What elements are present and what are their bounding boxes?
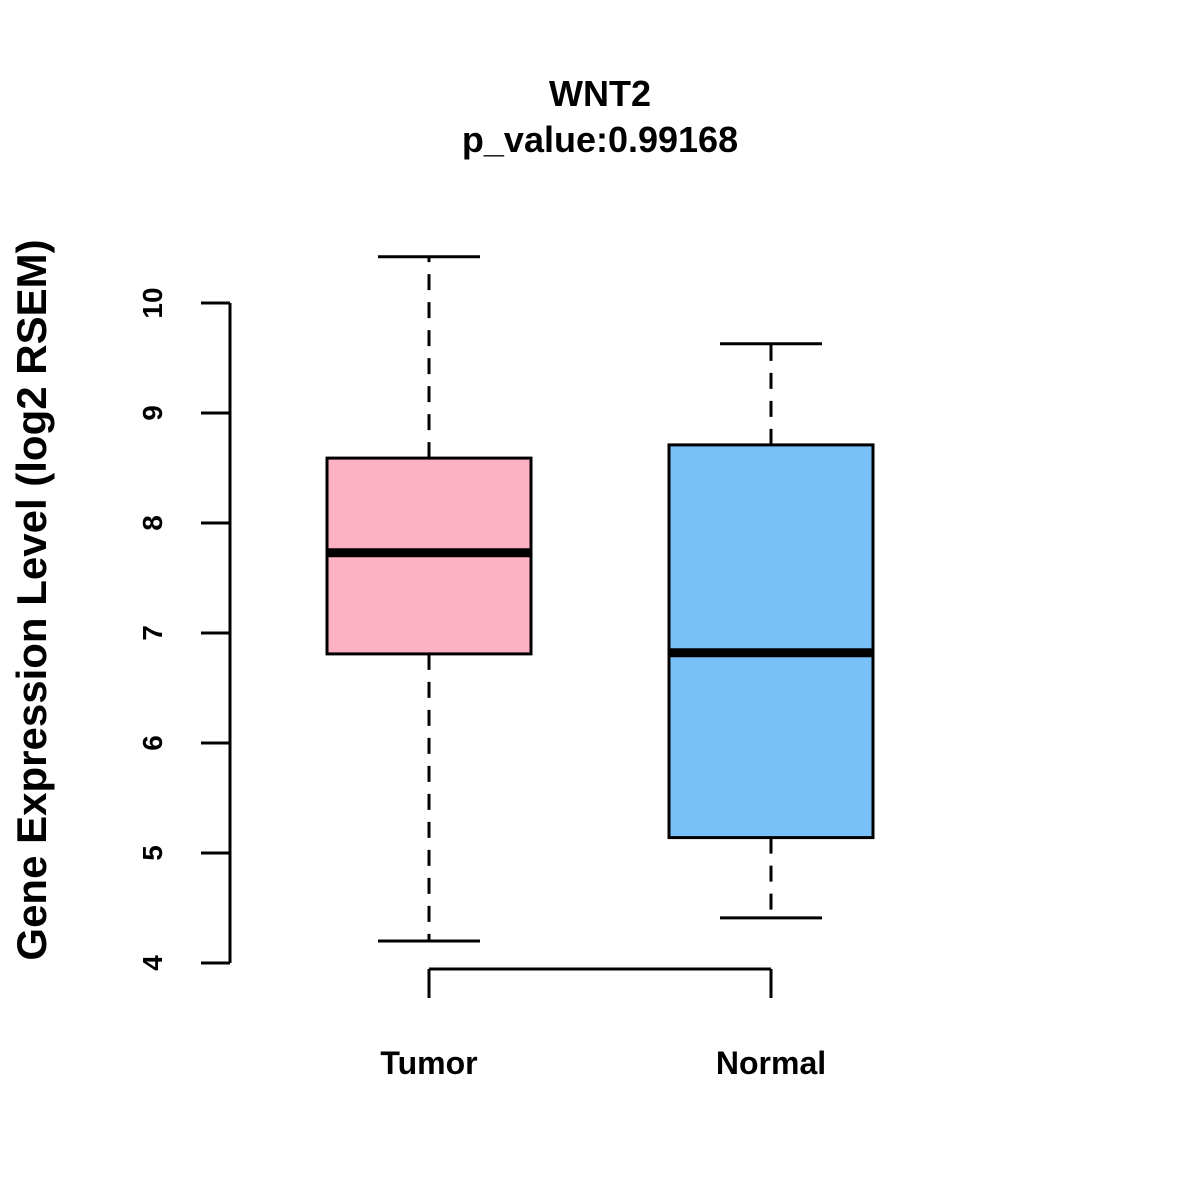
y-axis-label: Gene Expression Level (log2 RSEM) — [8, 239, 55, 960]
iqr-box — [667, 443, 875, 840]
box-normal — [667, 342, 875, 920]
y-tick-label: 6 — [137, 735, 168, 751]
box-tumor — [325, 255, 533, 943]
y-tick-label: 7 — [137, 625, 168, 641]
x-axis: Tumor Normal — [380, 967, 826, 1081]
chart-title: WNT2 — [549, 73, 651, 114]
y-tick-label: 5 — [137, 845, 168, 861]
x-tick-label: Tumor — [380, 1045, 477, 1081]
y-tick-label: 10 — [137, 287, 168, 318]
boxes-layer — [325, 255, 875, 943]
y-tick-label: 8 — [137, 515, 168, 531]
y-axis: 4 5 6 7 8 9 10 — [137, 287, 232, 971]
y-tick-label: 4 — [137, 955, 168, 971]
chart-subtitle: p_value:0.99168 — [462, 119, 738, 160]
y-tick-label: 9 — [137, 405, 168, 421]
x-tick-label: Normal — [716, 1045, 826, 1081]
